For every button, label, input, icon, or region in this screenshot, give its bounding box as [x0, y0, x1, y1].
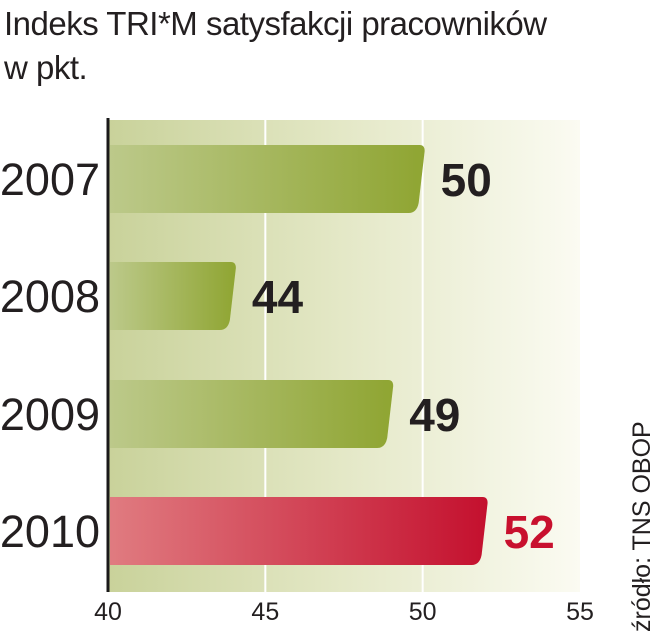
x-tick-label: 55	[566, 598, 594, 626]
category-label-2009: 2009	[0, 389, 100, 440]
value-label-2010: 52	[504, 506, 555, 558]
bar-2009	[110, 380, 394, 448]
bar-2008	[110, 262, 236, 330]
value-label-2009: 49	[409, 389, 460, 441]
bar-2007	[110, 145, 425, 213]
x-tick-label: 45	[251, 598, 279, 626]
category-label-2007: 2007	[0, 154, 100, 205]
label-layer: 40 45 50 55 2007 50 2008 44 2009 49 2010 52	[0, 154, 594, 626]
source-note: źródło: TNS OBOP	[628, 421, 656, 632]
category-label-2010: 2010	[0, 506, 100, 557]
value-label-2007: 50	[441, 154, 492, 206]
x-tick-label: 40	[94, 598, 122, 626]
category-label-2008: 2008	[0, 271, 100, 322]
bar-2010	[110, 497, 488, 565]
value-label-2008: 44	[252, 271, 304, 323]
title-line-2: w pkt.	[4, 49, 88, 86]
x-tick-label: 50	[409, 598, 437, 626]
title-line-1: Indeks TRI*M satysfakcji pracowników	[4, 5, 547, 42]
chart-title: Indeks TRI*M satysfakcji pracowników w p…	[4, 2, 644, 90]
bar-layer	[110, 145, 488, 565]
